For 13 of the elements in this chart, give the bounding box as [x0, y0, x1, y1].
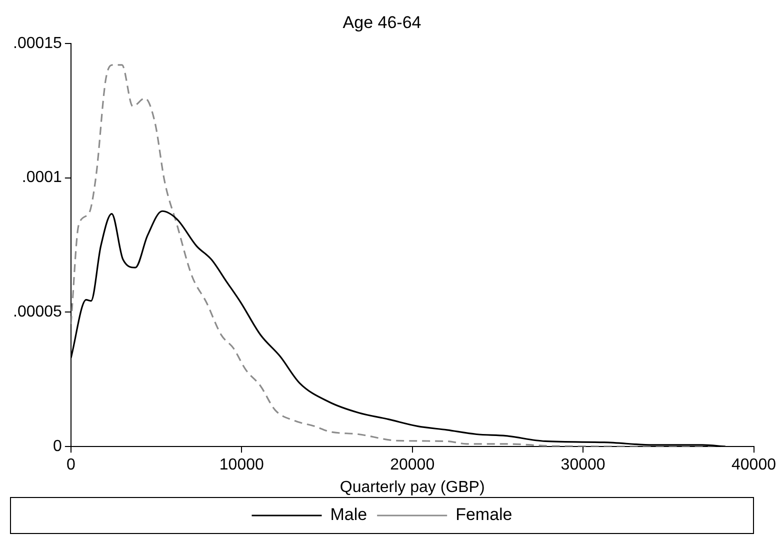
x-tick-label: 40000 — [732, 456, 776, 474]
x-axis-title: Quarterly pay (GBP) — [340, 478, 485, 496]
x-tick-label: 0 — [66, 456, 76, 474]
y-tick-label: .00005 — [13, 304, 62, 321]
x-tick-label: 30000 — [560, 456, 606, 474]
x-tick-label: 10000 — [219, 456, 264, 474]
y-tick-label: .00015 — [13, 34, 62, 52]
chart-title: Age 46-64 — [342, 12, 422, 32]
y-tick-label: 0 — [53, 438, 62, 456]
y-tick-label: .0001 — [22, 169, 62, 186]
legend-label: Male — [330, 505, 368, 524]
legend-label: Female — [456, 505, 512, 524]
x-tick-label: 20000 — [390, 456, 435, 474]
